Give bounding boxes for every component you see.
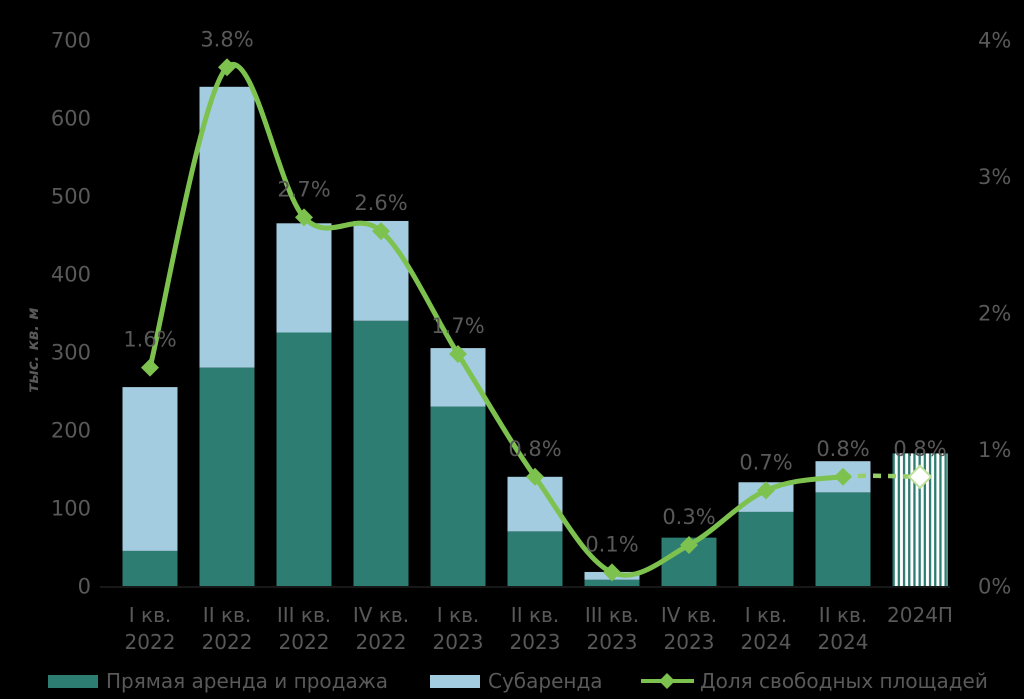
x-label-7: IV кв. 2023 [661, 603, 717, 654]
legend-item-direct-lease: Прямая аренда и продажа [48, 668, 388, 694]
y-tick-600: 600 [51, 106, 91, 130]
svg-text:2022: 2022 [125, 630, 176, 654]
svg-text:I кв.: I кв. [437, 603, 479, 627]
svg-text:I кв.: I кв. [745, 603, 787, 627]
svg-text:2024П: 2024П [887, 603, 953, 627]
y-tick-300: 300 [51, 340, 91, 364]
bar-direct-4 [430, 406, 486, 586]
direct-lease-legend-label: Прямая аренда и продажа [106, 669, 388, 693]
bar-direct-1 [199, 367, 255, 586]
y-axis-title: тыс. кв. м [24, 308, 42, 393]
bar-direct-3 [353, 320, 409, 586]
direct-lease-swatch-icon [48, 674, 98, 688]
right-tick-1%: 1% [978, 438, 1011, 462]
vacancy-value-label-3: 2.6% [354, 191, 407, 215]
vacancy-value-label-10: 0.8% [893, 437, 946, 461]
vacancy-marker-0 [141, 358, 159, 377]
bar-sublease-1 [199, 86, 255, 368]
bar-direct-2 [276, 332, 332, 586]
svg-text:2023: 2023 [587, 630, 638, 654]
x-label-1: II кв. 2022 [202, 603, 253, 654]
x-axis-labels: I кв. 2022 II кв. 2022 III кв. 2022 IV кв. 2022… [125, 603, 953, 654]
vacancy-marker-7 [680, 536, 698, 554]
vacancy-value-label-5: 0.8% [508, 437, 561, 461]
y-tick-0: 0 [78, 574, 91, 598]
x-label-8: I кв. 2024 [741, 603, 792, 654]
vacancy-value-label-1: 3.8% [200, 27, 253, 51]
right-axis-ticks: 0% 1% 2% 3% 4% [978, 28, 1011, 598]
svg-text:2022: 2022 [356, 630, 407, 654]
sublease-legend-label: Субаренда [488, 669, 603, 693]
y-tick-400: 400 [51, 262, 91, 286]
x-label-9: II кв. 2024 [818, 603, 869, 654]
sublease-swatch-icon [430, 674, 480, 688]
bars-direct-lease [122, 320, 871, 586]
vacancy-marker-6 [603, 563, 621, 582]
svg-text:II кв.: II кв. [819, 603, 867, 627]
right-tick-2%: 2% [978, 301, 1011, 325]
x-label-5: II кв. 2023 [510, 603, 561, 654]
x-label-10: 2024П [887, 603, 953, 627]
vacancy-marker-4 [449, 345, 467, 363]
vacancy-marker-5 [526, 467, 544, 486]
vacancy-value-label-4: 1.7% [431, 314, 484, 338]
svg-text:II кв.: II кв. [203, 603, 251, 627]
bar-sublease-0 [122, 387, 178, 551]
right-tick-3%: 3% [978, 165, 1011, 189]
svg-text:2023: 2023 [664, 630, 715, 654]
bar-direct-9 [815, 492, 871, 586]
vacancy-marker-9 [834, 467, 852, 486]
vacancy-value-labels: 1.6% 3.8% 2.7% 2.6% 1.7% 0.8% 0.1% 0.3% 0.7% 0.8%… [123, 27, 946, 556]
green-line-diamond-icon [641, 673, 694, 689]
y-tick-100: 100 [51, 496, 91, 520]
y-tick-500: 500 [51, 184, 91, 208]
vacancy-marker-2 [295, 208, 313, 227]
vacancy-marker-8 [757, 481, 775, 500]
y-tick-200: 200 [51, 418, 91, 442]
right-tick-0%: 0% [978, 574, 1011, 598]
x-label-3: IV кв. 2022 [353, 603, 409, 654]
bar-direct-0 [122, 550, 178, 586]
legend-item-vacancy-share: Доля свободных площадей [640, 668, 988, 694]
svg-text:II кв.: II кв. [511, 603, 559, 627]
y-tick-700: 700 [51, 28, 91, 52]
vacancy-marker-forecast [907, 464, 933, 490]
bars-sublease [122, 86, 871, 580]
vacancy-markers [141, 58, 933, 582]
vacancy-share-legend-label: Доля свободных площадей [700, 669, 988, 693]
x-label-2: III кв. 2022 [277, 603, 331, 654]
bar-direct-5 [507, 531, 563, 586]
vacancy-marker-3 [372, 222, 390, 241]
svg-text:2023: 2023 [433, 630, 484, 654]
svg-text:2023: 2023 [510, 630, 561, 654]
svg-text:III кв.: III кв. [277, 603, 331, 627]
vacancy-value-label-9: 0.8% [816, 437, 869, 461]
vacancy-marker-1 [218, 58, 236, 77]
x-label-4: I кв. 2023 [433, 603, 484, 654]
svg-text:III кв.: III кв. [585, 603, 639, 627]
vacancy-value-label-2: 2.7% [277, 177, 330, 201]
svg-text:2022: 2022 [202, 630, 253, 654]
svg-text:2022: 2022 [279, 630, 330, 654]
bar-sublease-2 [276, 223, 332, 333]
x-label-0: I кв. 2022 [125, 603, 176, 654]
bar-direct-8 [738, 511, 794, 586]
svg-text:IV кв.: IV кв. [353, 603, 409, 627]
vacancy-value-label-7: 0.3% [662, 505, 715, 529]
svg-text:I кв.: I кв. [129, 603, 171, 627]
y-axis-ticks: 0 100 200 300 400 500 600 700 [51, 28, 91, 598]
vacancy-value-label-6: 0.1% [585, 532, 638, 556]
legend-item-sublease: Субаренда [430, 668, 603, 694]
svg-text:IV кв.: IV кв. [661, 603, 717, 627]
x-label-6: III кв. 2023 [585, 603, 639, 654]
svg-text:2024: 2024 [818, 630, 869, 654]
bar-direct-6 [584, 579, 640, 586]
vacancy-value-label-8: 0.7% [739, 450, 792, 474]
vacancy-value-label-0: 1.6% [123, 328, 176, 352]
y-axis-title-group: тыс. кв. м [24, 308, 42, 393]
right-tick-4%: 4% [978, 28, 1011, 52]
svg-text:2024: 2024 [741, 630, 792, 654]
